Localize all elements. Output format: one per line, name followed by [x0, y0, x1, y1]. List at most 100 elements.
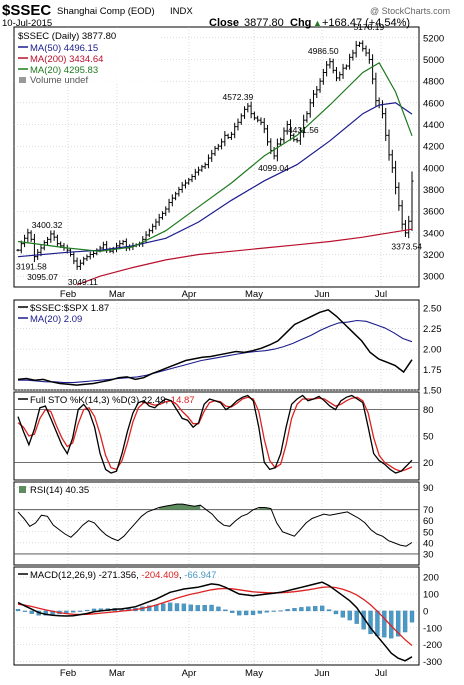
macd-tick-label: 200 [423, 573, 439, 584]
macd-hist-bar [91, 608, 97, 612]
rsi-overbought-area [259, 507, 271, 510]
month-label: May [245, 289, 263, 300]
ratio-ma-legend: MA(20) 2.09 [30, 314, 82, 325]
month-label: Jun [314, 289, 329, 300]
price-panel-frame [13, 26, 420, 288]
macd-hist-bar [409, 610, 415, 623]
ma50-legend: MA(50) 4496.15 [30, 43, 98, 54]
macd-hist-bar [382, 610, 387, 638]
macd-panel [15, 581, 415, 662]
price-tick-label: 3600 [423, 207, 444, 218]
ratio-tick-label: 1.75 [423, 365, 442, 376]
macd-hist-bar [71, 610, 76, 613]
ratio-tick-label: 2.25 [423, 324, 442, 335]
price-annotation: 4431.56 [288, 125, 319, 135]
macd-hist-bar [209, 604, 214, 612]
macd-hist-bar [319, 605, 325, 612]
macd-hist-bar [243, 610, 249, 616]
price-tick-label: 4600 [423, 98, 444, 109]
macd-hist-bar [78, 610, 83, 612]
symbol-text: $SSEC [2, 2, 51, 19]
macd-hist-bar [237, 610, 242, 616]
macd-signal-line [17, 586, 413, 646]
macd-hist-bar [230, 610, 235, 613]
sto-tick-label: 20 [423, 458, 434, 469]
rsi-tick-label: 30 [423, 549, 434, 560]
macd-hist-bar [264, 610, 269, 613]
chg-label: Chg [290, 17, 311, 29]
price-annotation: 4572.39 [223, 92, 254, 102]
macd-tick-label: -200 [423, 640, 442, 651]
macd-hist-bar [174, 603, 180, 612]
price-annotation: 3095.07 [27, 272, 58, 282]
volume-swatch [19, 77, 26, 83]
macd-legend-hist: -66.947 [184, 570, 216, 581]
price-annotation: 3400.32 [32, 220, 63, 230]
macd-hist-bar [347, 610, 352, 621]
month-label-bottom: Mar [109, 668, 125, 679]
macd-legend-sep: , [179, 570, 184, 581]
ratio-legend-title: $SSEC:$SPX 1.87 [30, 303, 109, 314]
price-tick-label: 5200 [423, 33, 444, 44]
price-tick-label: 4400 [423, 120, 444, 131]
macd-hist-bar [326, 609, 332, 612]
ratio-legend: $SSEC:$SPX 1.87 MA(20) 2.09 [18, 303, 109, 325]
rsi-legend: RSI(14) 40.35 [19, 485, 89, 496]
ma50-line [17, 102, 413, 258]
macd-tick-label: 100 [423, 590, 439, 601]
macd-legend: MACD(12,26,9) -271.356, -204.409, -66.94… [30, 570, 216, 581]
price-legend-title: $SSEC (Daily) 3877.80 [18, 31, 116, 42]
ratio-panel-frame [13, 299, 420, 391]
rsi-overbought-area [159, 504, 201, 510]
month-label-bottom: Feb [60, 668, 76, 679]
macd-hist-bar [375, 610, 380, 637]
macd-legend: MACD(12,26,9) -271.356, -204.409, -66.94… [18, 570, 216, 581]
macd-hist-bar [216, 606, 221, 612]
month-label-bottom: Apr [182, 668, 197, 679]
macd-hist-bar [223, 609, 228, 612]
price-annotation: 4986.50 [308, 46, 339, 56]
axis-labels: Feb Feb Mar Mar Apr Apr May May Jun Jun Jul Jul 3000… [60, 33, 444, 679]
gridlines [14, 27, 419, 665]
macd-hist-bar [15, 609, 21, 612]
macd-hist-bar [299, 607, 304, 612]
rsi-panel [14, 503, 419, 555]
ratio-line [17, 308, 413, 386]
macd-hist-bar [167, 602, 173, 612]
macd-legend-macd: MACD(12,26,9) -271.356, [30, 570, 141, 581]
price-tick-label: 3800 [423, 185, 444, 196]
price-annotation: 4099.04 [258, 163, 289, 173]
macd-line [17, 581, 413, 662]
macd-hist-bar [402, 610, 408, 633]
macd-hist-bar [278, 610, 283, 612]
sto-tick-label: 80 [423, 405, 434, 416]
rsi-line [17, 503, 413, 547]
month-label-bottom: Jul [375, 668, 387, 679]
price-annotation: 3049.11 [68, 277, 98, 287]
macd-hist-bar [84, 609, 90, 612]
macd-legend-signal: -204.409 [141, 570, 179, 581]
macd-hist-bar [285, 609, 290, 612]
ratio-panel [17, 308, 413, 386]
sto-d-line [17, 396, 413, 472]
sto-k-line [17, 394, 413, 474]
price-tick-label: 4200 [423, 142, 444, 153]
macd-hist-bar [368, 610, 373, 635]
macd-hist-bar [161, 603, 166, 612]
macd-hist-bar [313, 606, 318, 612]
close-label: Close [209, 17, 239, 29]
macd-hist-bar [271, 610, 276, 612]
macd-tick-label: -100 [423, 623, 442, 634]
close-value: 3877.80 [244, 17, 284, 29]
ma20-line [17, 61, 413, 252]
price-tick-label: 4000 [423, 163, 444, 174]
price-tick-label: 3400 [423, 228, 444, 239]
chg-value: +168.47 (+4.54%) [322, 17, 410, 29]
sto-panel [14, 394, 419, 474]
rsi-tick-label: 50 [423, 527, 434, 538]
volume-legend: Volume undef [30, 75, 88, 86]
macd-tick-label: 0 [423, 606, 428, 617]
macd-hist-bar [147, 605, 152, 612]
ratio-tick-label: 1.50 [423, 386, 442, 397]
